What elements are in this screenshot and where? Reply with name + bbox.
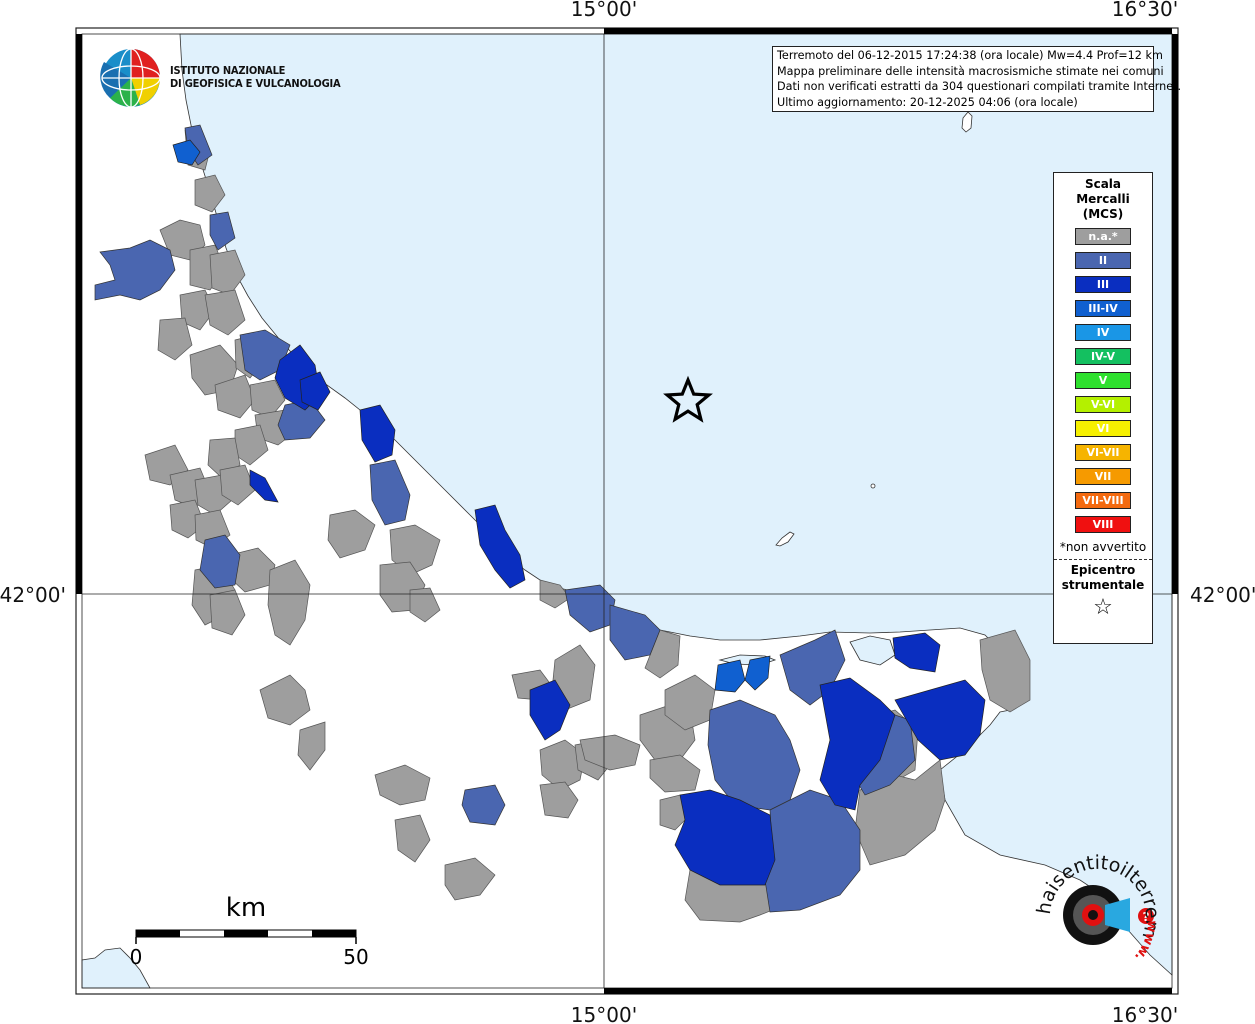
legend-swatch: V	[1075, 372, 1131, 389]
legend-epicenter-title: Epicentro strumentale	[1061, 563, 1145, 592]
legend-swatch: VIII	[1075, 516, 1131, 533]
mcs-legend: Scala Mercalli (MCS) n.a.* II III III-IV IV I…	[1053, 172, 1153, 644]
left-label-42: 42°00'	[0, 583, 66, 607]
municipalities-iii	[249, 344, 986, 886]
bottom-label-1630: 16°30'	[1112, 1003, 1178, 1024]
legend-swatch: III-IV	[1075, 300, 1131, 317]
scale-bar	[135, 929, 357, 944]
top-label-15: 15°00'	[571, 0, 637, 21]
municipalities-iii-iv	[172, 139, 771, 693]
legend-swatch: VII-VIII	[1075, 492, 1131, 509]
event-info-box: Terremoto del 06-12-2015 17:24:38 (ora l…	[772, 46, 1182, 112]
haisentito-logo-icon: ?	[1063, 885, 1154, 945]
epicenter-star-icon	[663, 375, 713, 423]
scale-unit: km	[226, 893, 266, 923]
event-info-line3: Dati non verificati estratti da 304 ques…	[777, 80, 1182, 93]
legend-swatch: II	[1075, 252, 1131, 269]
event-info-line1: Terremoto del 06-12-2015 17:24:38 (ora l…	[777, 49, 1163, 62]
institute-line1: ISTITUTO NAZIONALE	[170, 64, 286, 77]
svg-text:?: ?	[1143, 910, 1150, 924]
scale-end: 50	[343, 945, 368, 969]
legend-title: Scala Mercalli (MCS)	[1076, 177, 1130, 221]
scale-start: 0	[130, 945, 143, 969]
right-label-42: 42°00'	[1190, 583, 1255, 607]
adriatic-sea	[179, 33, 1173, 976]
legend-swatch: n.a.*	[1075, 228, 1131, 245]
tyrrhenian-sea	[81, 947, 151, 989]
tremiti-island	[961, 111, 973, 133]
legend-swatch: VII	[1075, 468, 1131, 485]
event-info-line4: Ultimo aggiornamento: 20-12-2025 04:06 (…	[777, 95, 1078, 109]
legend-swatch: VI	[1075, 420, 1131, 437]
legend-not-felt-note: *non avvertito	[1059, 540, 1147, 554]
bottom-label-15: 15°00'	[571, 1003, 637, 1024]
legend-swatches: n.a.* II III III-IV IV IV-V V V-VI VI VI-VII VII VI…	[1054, 228, 1152, 533]
ingv-logo-icon	[100, 48, 161, 108]
legend-star-icon: ☆	[1093, 595, 1113, 620]
top-label-1630: 16°30'	[1112, 0, 1178, 21]
legend-swatch: V-VI	[1075, 396, 1131, 413]
institute-name: ISTITUTO NAZIONALE DI GEOFISICA E VULCAN…	[170, 64, 341, 90]
legend-swatch: III	[1075, 276, 1131, 293]
legend-swatch: VI-VII	[1075, 444, 1131, 461]
event-info-line2: Mappa preliminare delle intensità macros…	[777, 64, 1164, 78]
institute-line2: DI GEOFISICA E VULCANOLOGIA	[170, 77, 341, 90]
legend-swatch: IV-V	[1075, 348, 1131, 365]
pianosa-island	[775, 531, 795, 547]
islet	[870, 483, 876, 489]
legend-swatch: IV	[1075, 324, 1131, 341]
